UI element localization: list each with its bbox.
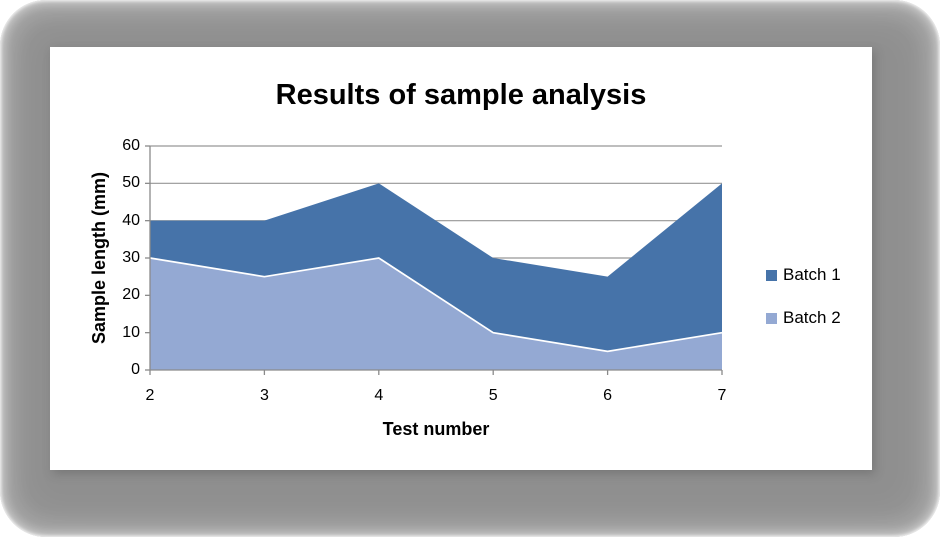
chart-title: Results of sample analysis [275, 79, 647, 111]
area-border-batch-2 [149, 257, 723, 353]
plot-area [145, 145, 723, 375]
legend: Batch 1 Batch 2 [766, 265, 841, 351]
legend-swatch-batch-1-icon [766, 269, 777, 281]
legend-label-batch-1: Batch 1 [783, 265, 841, 284]
y-axis-title: Sample length (mm) [89, 171, 109, 345]
legend-item-batch-1: Batch 1 [766, 265, 841, 285]
x-axis-title: Test number [382, 419, 490, 439]
legend-label-batch-2: Batch 2 [783, 308, 841, 327]
legend-swatch-batch-2-icon [766, 312, 777, 324]
chart-canvas: Results of sample analysis 0 10 20 30 40 50 60… [50, 47, 872, 470]
area-batch-2 [150, 258, 722, 370]
legend-item-batch-2: Batch 2 [766, 308, 841, 328]
